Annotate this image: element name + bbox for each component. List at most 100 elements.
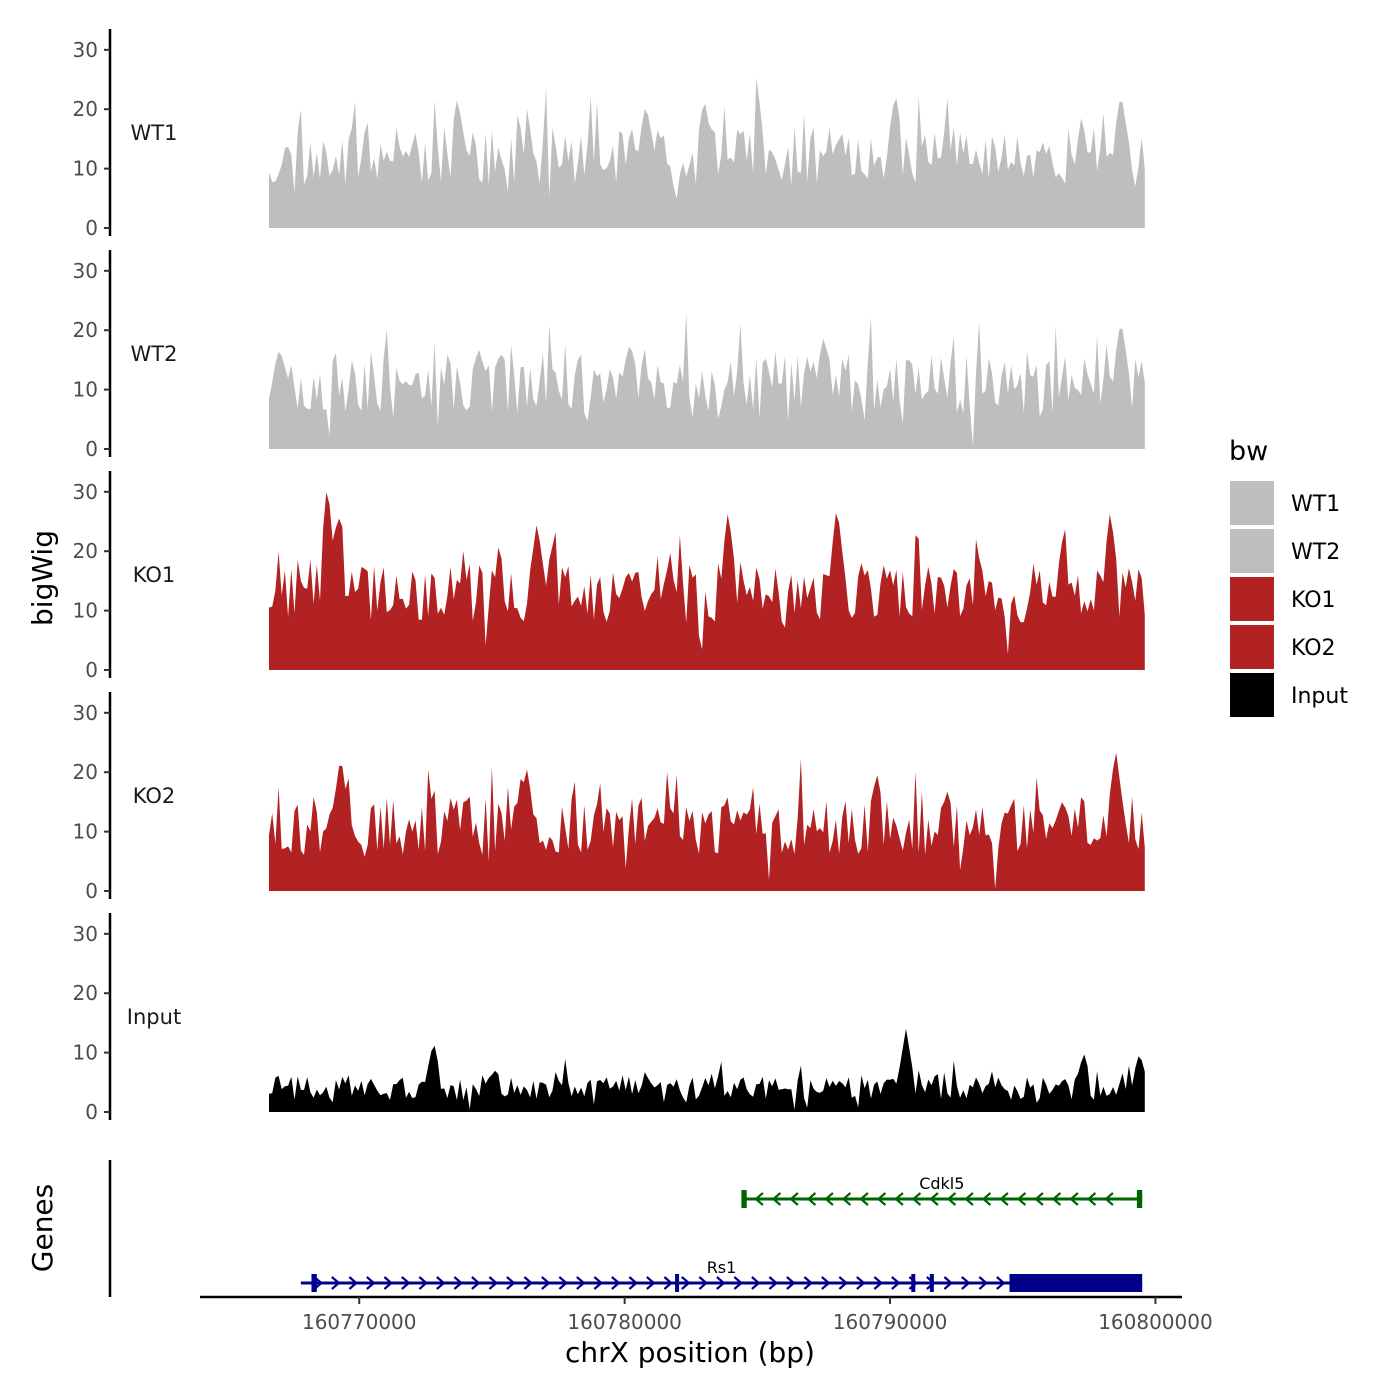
strand-arrow bbox=[803, 1276, 814, 1290]
strand-arrow bbox=[471, 1276, 481, 1290]
signal-area-ko2 bbox=[269, 752, 1145, 891]
strand-arrow bbox=[894, 1192, 904, 1206]
strand-arrow bbox=[873, 1276, 884, 1290]
signal-area-wt2 bbox=[269, 312, 1145, 449]
strand-arrow bbox=[331, 1276, 341, 1290]
y-tick-label: 0 bbox=[85, 216, 98, 240]
strand-arrow bbox=[733, 1276, 744, 1290]
y-axis-title: bigWig bbox=[26, 530, 59, 626]
strand-arrow bbox=[964, 1192, 974, 1206]
exon bbox=[911, 1274, 916, 1292]
legend-label-wt1: WT1 bbox=[1291, 492, 1340, 517]
strand-arrow bbox=[506, 1276, 516, 1290]
genes-axis-title: Genes bbox=[26, 1184, 59, 1272]
strand-arrow bbox=[663, 1276, 674, 1290]
legend-swatch-wt2 bbox=[1228, 527, 1276, 575]
strand-arrow bbox=[698, 1276, 709, 1290]
strand-arrow bbox=[541, 1276, 551, 1290]
strand-arrow bbox=[1051, 1192, 1062, 1206]
strand-arrow bbox=[1069, 1192, 1079, 1206]
track-ko1: 0 10 20 30 KO1 bbox=[73, 471, 1145, 682]
legend-label-input: Input bbox=[1291, 684, 1348, 709]
y-tick-label: 10 bbox=[73, 1041, 98, 1065]
strand-arrow bbox=[1016, 1192, 1027, 1206]
gene-cdkl5: Cdkl5 bbox=[741, 1174, 1143, 1208]
strand-arrow bbox=[593, 1276, 604, 1290]
gene-rs1: Rs1 bbox=[300, 1258, 1143, 1292]
strand-arrow bbox=[841, 1192, 852, 1206]
exon bbox=[741, 1190, 747, 1208]
x-axis: 160770000 160780000 160790000 160800000 bbox=[200, 1295, 1213, 1334]
exon bbox=[675, 1274, 680, 1292]
legend-label-ko1: KO1 bbox=[1291, 588, 1336, 613]
track-ko2: 0 10 20 30 KO2 bbox=[73, 692, 1145, 903]
strand-arrow bbox=[751, 1276, 761, 1290]
y-tick-label: 10 bbox=[73, 157, 98, 181]
y-tick-label: 10 bbox=[73, 820, 98, 844]
strand-arrow bbox=[646, 1276, 656, 1290]
strand-arrow bbox=[628, 1276, 639, 1290]
strand-arrow bbox=[453, 1276, 464, 1290]
strand-arrow bbox=[821, 1276, 831, 1290]
y-tick-label: 0 bbox=[85, 879, 98, 903]
exon bbox=[1136, 1190, 1143, 1208]
strand-arrow bbox=[366, 1276, 376, 1290]
strand-arrow bbox=[946, 1192, 957, 1206]
strand-arrow bbox=[824, 1192, 834, 1206]
legend-label-wt2: WT2 bbox=[1291, 540, 1340, 565]
strand-arrow bbox=[754, 1192, 764, 1206]
legend-label-ko2: KO2 bbox=[1291, 636, 1336, 661]
strand-arrow bbox=[1086, 1192, 1097, 1206]
y-tick-label: 0 bbox=[85, 658, 98, 682]
legend-swatch-ko1 bbox=[1228, 575, 1276, 623]
y-tick-label: 20 bbox=[73, 760, 98, 784]
track-label: WT1 bbox=[131, 121, 178, 145]
strand-arrow bbox=[891, 1276, 901, 1290]
exon bbox=[1009, 1274, 1143, 1292]
strand-arrow bbox=[383, 1276, 394, 1290]
y-tick-label: 20 bbox=[73, 97, 98, 121]
strand-arrow bbox=[436, 1276, 446, 1290]
y-tick-label: 30 bbox=[73, 480, 98, 504]
y-tick-label: 20 bbox=[73, 981, 98, 1005]
strand-arrow bbox=[789, 1192, 799, 1206]
strand-arrow bbox=[401, 1276, 411, 1290]
y-tick-label: 0 bbox=[85, 1100, 98, 1124]
y-tick-label: 30 bbox=[73, 38, 98, 62]
strand-arrow bbox=[611, 1276, 621, 1290]
strand-arrow bbox=[978, 1276, 989, 1290]
exon bbox=[311, 1274, 317, 1292]
y-tick-label: 30 bbox=[73, 701, 98, 725]
legend-title: bw bbox=[1229, 436, 1268, 467]
y-tick-label: 10 bbox=[73, 599, 98, 623]
tracks-panel: 0 10 20 30 WT1 0 10 20 30 WT2 0 10 20 30 KO1 0 10 20 30 KO2… bbox=[73, 29, 1145, 1124]
track-label: KO2 bbox=[133, 784, 176, 808]
legend-swatch-ko2 bbox=[1228, 623, 1276, 671]
gene-label: Cdkl5 bbox=[919, 1174, 964, 1193]
strand-arrow bbox=[911, 1192, 922, 1206]
legend-swatch-wt1 bbox=[1228, 479, 1276, 527]
strand-arrow bbox=[981, 1192, 992, 1206]
strand-arrow bbox=[771, 1192, 782, 1206]
strand-arrow bbox=[1104, 1192, 1114, 1206]
x-tick-label: 160790000 bbox=[833, 1310, 948, 1334]
y-tick-label: 30 bbox=[73, 259, 98, 283]
x-axis-title: chrX position (bp) bbox=[565, 1336, 815, 1369]
x-tick-label: 160780000 bbox=[567, 1310, 682, 1334]
y-tick-label: 10 bbox=[73, 378, 98, 402]
strand-arrow bbox=[716, 1276, 726, 1290]
strand-arrow bbox=[838, 1276, 849, 1290]
strand-arrow bbox=[929, 1192, 939, 1206]
y-tick-label: 30 bbox=[73, 922, 98, 946]
strand-arrow bbox=[768, 1276, 779, 1290]
strand-arrow bbox=[999, 1192, 1009, 1206]
strand-arrow bbox=[786, 1276, 796, 1290]
track-label: Input bbox=[127, 1005, 181, 1029]
strand-arrow bbox=[943, 1276, 954, 1290]
y-tick-label: 20 bbox=[73, 539, 98, 563]
strand-arrow bbox=[418, 1276, 429, 1290]
strand-arrow bbox=[348, 1276, 359, 1290]
strand-arrow bbox=[1034, 1192, 1044, 1206]
gene-label: Rs1 bbox=[707, 1258, 737, 1277]
